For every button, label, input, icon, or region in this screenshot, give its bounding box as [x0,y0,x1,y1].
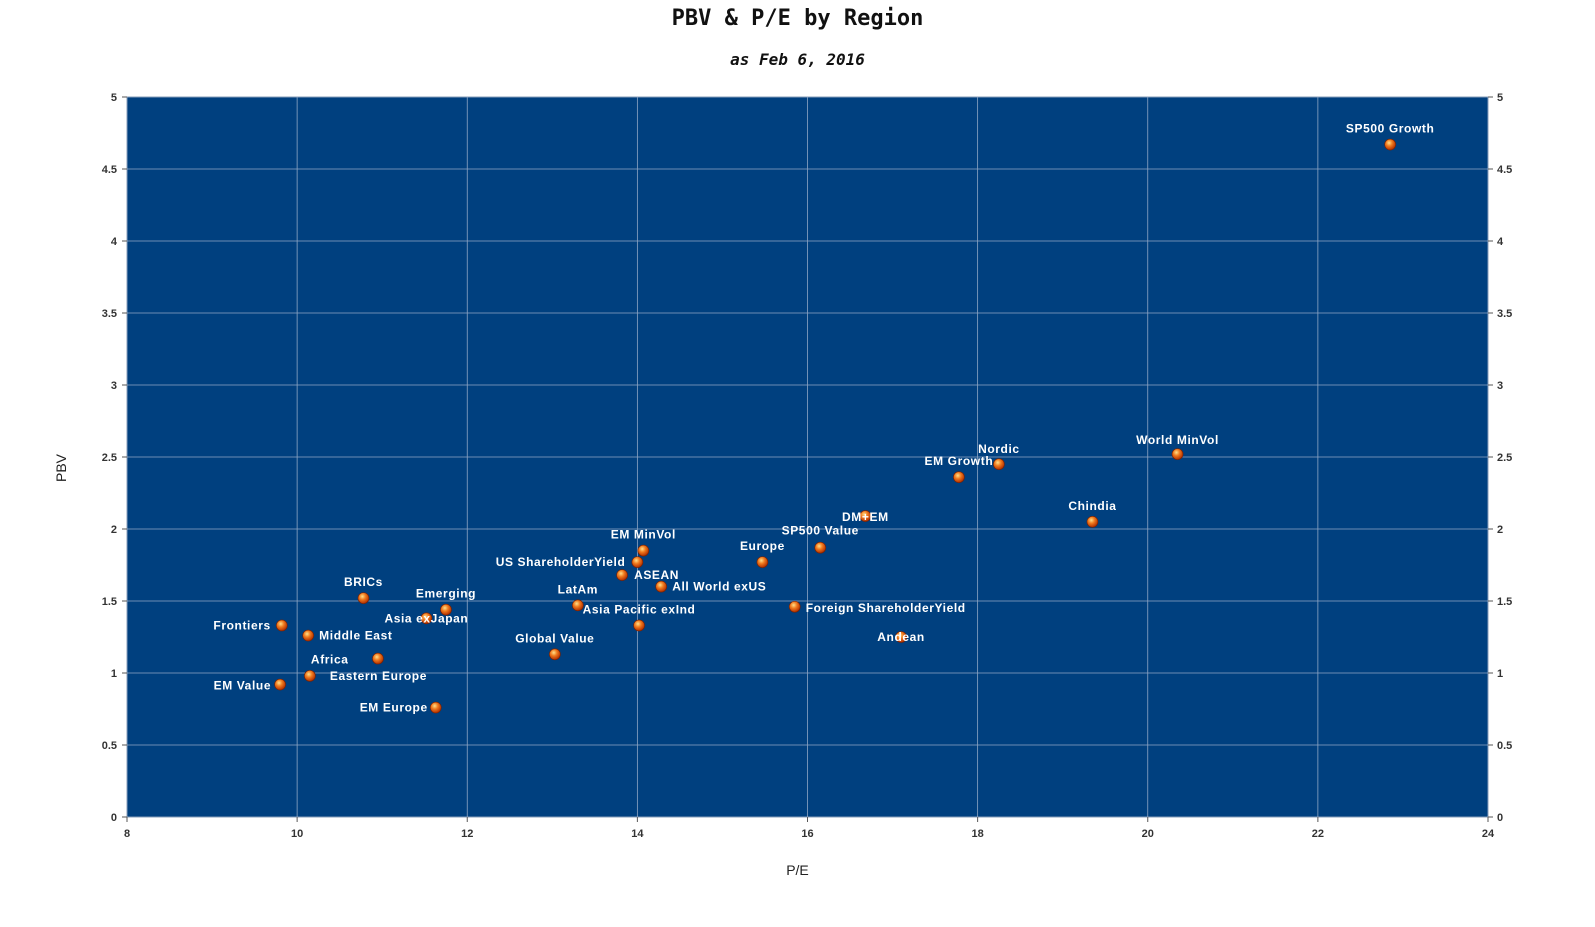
y-tick-label-right: 3 [1497,380,1503,392]
y-tick-label-right: 1 [1497,668,1503,680]
y-tick-label-right: 4.5 [1497,164,1512,176]
data-point-label: BRICs [344,575,383,589]
data-point[interactable] [276,619,288,632]
data-point[interactable] [631,556,644,568]
data-point[interactable] [756,556,769,568]
data-point[interactable] [637,544,650,557]
data-point-label: LatAm [558,582,598,596]
data-point[interactable] [372,652,384,665]
y-tick-label-left: 3 [111,380,117,392]
data-point-label: All World exUS [672,580,766,594]
data-point[interactable] [993,458,1005,471]
data-point[interactable] [304,670,316,682]
y-tick-label-right: 2 [1497,524,1503,536]
data-point[interactable] [572,599,584,612]
x-tick-label: 22 [1312,828,1324,840]
data-point-label: Europe [740,539,785,553]
y-tick-label-right: 2.5 [1497,452,1512,464]
data-point[interactable] [1384,138,1396,151]
y-tick-label-left: 5 [111,92,117,104]
data-point-label: US ShareholderYield [496,555,626,569]
y-tick-label-right: 5 [1497,92,1503,104]
data-point-label: Eastern Europe [330,669,427,683]
data-point[interactable] [953,471,965,483]
data-point-label: Andean [877,630,925,644]
data-point-label: SP500 Growth [1346,122,1435,136]
y-tick-label-right: 3.5 [1497,308,1512,320]
data-point-label: Chindia [1068,499,1116,513]
y-tick-label-right: 4 [1497,236,1504,248]
data-point[interactable] [814,541,827,554]
y-tick-label-left: 2 [111,524,117,536]
y-tick-label-right: 0.5 [1497,740,1512,752]
y-tick-label-left: 0 [111,812,117,824]
data-point-label: EM Growth [925,454,994,468]
data-point[interactable] [633,619,645,632]
data-point[interactable] [549,648,561,661]
y-tick-label-left: 3.5 [102,308,117,320]
data-point[interactable] [655,580,667,593]
data-point-label: Global Value [515,631,594,645]
y-tick-label-right: 1.5 [1497,596,1512,608]
data-point-label: EM Value [214,679,272,693]
data-point[interactable] [616,569,628,581]
x-tick-label: 8 [124,828,130,840]
data-point[interactable] [440,603,452,616]
x-axis-label: P/E [786,862,809,878]
x-tick-label: 16 [801,828,813,840]
data-point-label: Frontiers [213,618,270,632]
chart-subtitle: as Feb 6, 2016 [730,50,865,69]
y-tick-label-left: 1.5 [102,596,117,608]
data-point[interactable] [274,678,286,691]
y-axis-label: PBV [53,453,69,482]
data-point[interactable] [302,629,314,642]
data-point[interactable] [420,612,433,625]
data-point-label: DM+EM [842,510,889,524]
x-tick-label: 18 [972,828,984,840]
x-tick-label: 14 [631,828,644,840]
y-tick-label-left: 4.5 [102,164,117,176]
data-point[interactable] [1086,515,1099,528]
data-point[interactable] [1171,448,1184,460]
data-point-label: ASEAN [634,568,679,582]
data-point[interactable] [859,510,872,522]
y-tick-label-right: 0 [1497,812,1503,824]
data-point-label: Nordic [978,442,1020,456]
y-tick-label-left: 2.5 [102,452,117,464]
x-tick-label: 12 [461,828,473,840]
data-point[interactable] [895,631,907,643]
data-point-label: Foreign ShareholderYield [806,601,966,615]
data-point-label: Africa [311,653,349,667]
data-point-label: Asia exJapan [384,611,468,625]
data-point[interactable] [429,701,442,714]
x-tick-label: 20 [1142,828,1154,840]
y-tick-label-left: 4 [111,236,118,248]
y-tick-label-left: 1 [111,668,117,680]
chart-title: PBV & P/E by Region [671,6,924,31]
y-tick-label-left: 0.5 [102,740,117,752]
x-tick-label: 10 [291,828,303,840]
data-point-label: EM MinVol [611,528,676,542]
data-point-label: Asia Pacific exInd [583,602,696,616]
data-point-label: EM Europe [360,701,428,715]
x-tick-label: 24 [1482,828,1495,840]
data-point-label: Middle East [319,629,392,643]
data-point[interactable] [788,600,801,613]
data-point-label: SP500 Value [782,524,859,538]
data-point-label: Emerging [416,587,476,601]
data-point[interactable] [357,592,370,604]
data-point-label: World MinVol [1136,433,1219,447]
